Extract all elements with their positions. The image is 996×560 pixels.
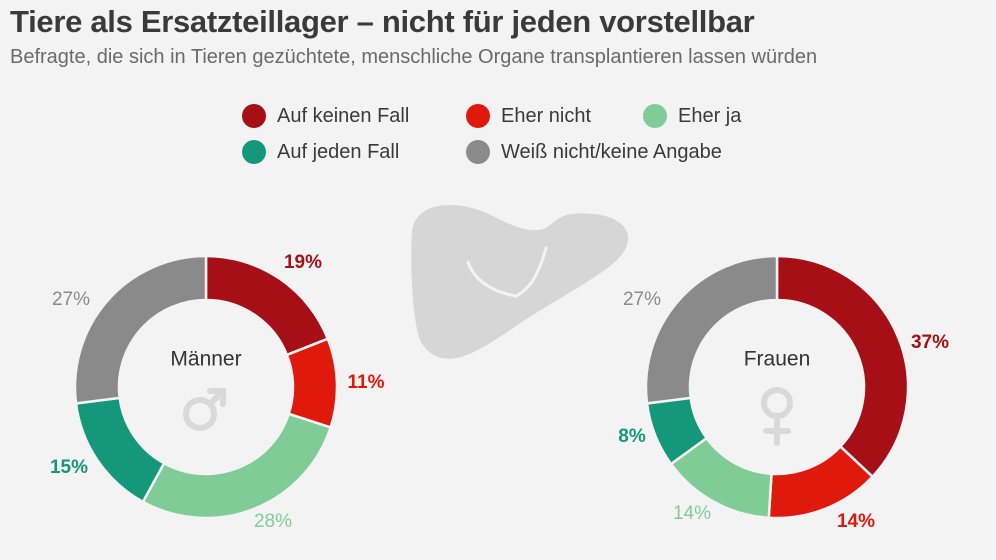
male-symbol-icon: [183, 388, 226, 431]
donut-slice-maenner-eher-nicht: [285, 337, 339, 430]
donut-slice-frauen-auf-keinen-fall: [775, 254, 910, 479]
legend-swatch-auf-jeden-fall: [242, 140, 266, 164]
data-label-frauen-eher-ja: 14%: [673, 503, 711, 524]
legend-item-eher-nicht: Eher nicht: [466, 104, 591, 128]
center-label-frauen: Frauen: [744, 348, 811, 371]
female-symbol-icon: [761, 387, 793, 446]
data-label-frauen-eher-nicht: 14%: [837, 511, 875, 532]
data-label-maenner-eher-nicht: 11%: [348, 372, 385, 393]
donut-chart-frauen: 37% 14% 14% 8% 27% Frauen: [618, 254, 949, 532]
legend-item-auf-jeden-fall: Auf jeden Fall: [242, 140, 399, 164]
legend: Auf keinen Fall Eher nicht Eher ja Auf j…: [0, 96, 996, 176]
legend-swatch-eher-ja: [643, 104, 667, 128]
legend-label-auf-keinen-fall: Auf keinen Fall: [277, 104, 410, 127]
data-label-frauen-auf-jeden-fall: 8%: [618, 426, 646, 447]
donut-slice-maenner-weiss-nicht: [73, 254, 208, 405]
legend-item-auf-keinen-fall: Auf keinen Fall: [242, 104, 409, 128]
donut-slice-maenner-eher-ja: [141, 412, 333, 520]
legend-label-auf-jeden-fall: Auf jeden Fall: [277, 140, 400, 163]
data-label-maenner-eher-ja: 28%: [254, 511, 292, 532]
chart-subtitle: Befragte, die sich in Tieren gezüchtete,…: [10, 46, 818, 68]
legend-swatch-auf-keinen-fall: [242, 104, 266, 128]
data-label-maenner-auf-keinen-fall: 19%: [284, 252, 322, 273]
data-label-maenner-weiss-nicht: 27%: [52, 289, 90, 310]
legend-swatch-eher-nicht: [466, 104, 490, 128]
legend-label-weiss-nicht: Weiß nicht/keine Angabe: [501, 140, 722, 163]
legend-item-weiss-nicht: Weiß nicht/keine Angabe: [466, 140, 722, 164]
donut-slice-frauen-weiss-nicht: [644, 254, 779, 405]
data-label-maenner-auf-jeden-fall: 15%: [50, 457, 88, 478]
donut-chart-maenner: 19% 11% 28% 15% 27% Männer: [50, 252, 385, 532]
chart-title: Tiere als Ersatzteillager – nicht für je…: [10, 4, 755, 39]
donut-slice-maenner-auf-jeden-fall: [74, 396, 166, 504]
center-label-maenner: Männer: [170, 348, 241, 371]
data-label-frauen-auf-keinen-fall: 37%: [911, 332, 949, 353]
legend-label-eher-nicht: Eher nicht: [501, 104, 592, 127]
liver-icon: [411, 205, 629, 359]
legend-item-eher-ja: Eher ja: [643, 104, 741, 128]
data-label-frauen-weiss-nicht: 27%: [623, 289, 661, 310]
legend-swatch-weiss-nicht: [466, 140, 490, 164]
legend-label-eher-ja: Eher ja: [678, 104, 742, 127]
